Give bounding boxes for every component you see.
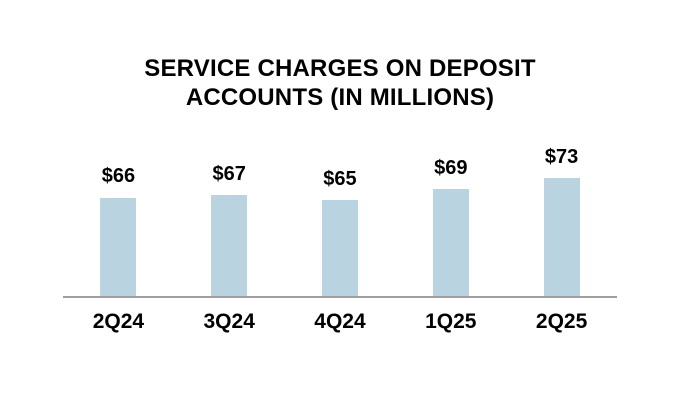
x-axis-label-2q24: 2Q24 (92, 310, 145, 333)
bar-group-4q24: $65 (285, 140, 396, 296)
chart-title: SERVICE CHARGES ON DEPOSIT ACCOUNTS (IN … (0, 54, 680, 112)
chart-title-line1: SERVICE CHARGES ON DEPOSIT (144, 55, 536, 82)
bar-2q25 (543, 178, 580, 296)
x-axis-label-4q24: 4Q24 (314, 310, 366, 333)
bar-4q24 (321, 200, 358, 296)
bar-value-label-2q25: $73 (544, 146, 579, 169)
x-axis-label-3q24: 3Q24 (203, 310, 255, 333)
bar-1q25 (432, 189, 469, 296)
chart-title-line2: ACCOUNTS (IN MILLIONS) (185, 84, 495, 111)
bar-value-label-2q24: $66 (101, 165, 136, 188)
bar-value-label-1q25: $69 (434, 157, 468, 180)
x-axis-line (63, 296, 617, 298)
x-axis-labels: 2Q24 3Q24 4Q24 1Q25 2Q25 (63, 310, 617, 333)
bar-value-label-4q24: $65 (323, 168, 357, 191)
x-axis-label-1q25: 1Q25 (425, 310, 477, 333)
bar-group-3q24: $67 (174, 140, 285, 296)
bar-value-label-3q24: $67 (212, 162, 246, 185)
x-axis-label-2q25: 2Q25 (535, 310, 588, 333)
bar-group-2q24: $66 (63, 140, 174, 296)
bar-3q24 (211, 194, 248, 296)
bar-group-1q25: $69 (395, 140, 506, 296)
bar-group-2q25: $73 (506, 140, 617, 296)
plot-area: $66 $67 $65 $69 $73 (63, 140, 617, 296)
bar-2q24 (100, 197, 137, 296)
